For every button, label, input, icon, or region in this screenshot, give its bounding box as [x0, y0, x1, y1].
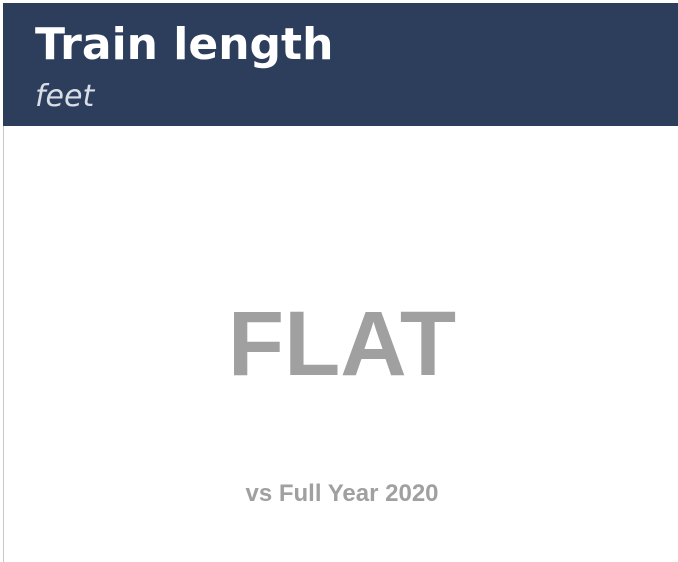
status: FLAT — [227, 293, 457, 395]
left-border — [3, 126, 4, 562]
title: Train length — [35, 19, 334, 70]
comparison: vs Full Year 2020 — [245, 480, 439, 507]
subtitle: feet — [35, 79, 95, 114]
header: Train length feet — [3, 3, 678, 126]
